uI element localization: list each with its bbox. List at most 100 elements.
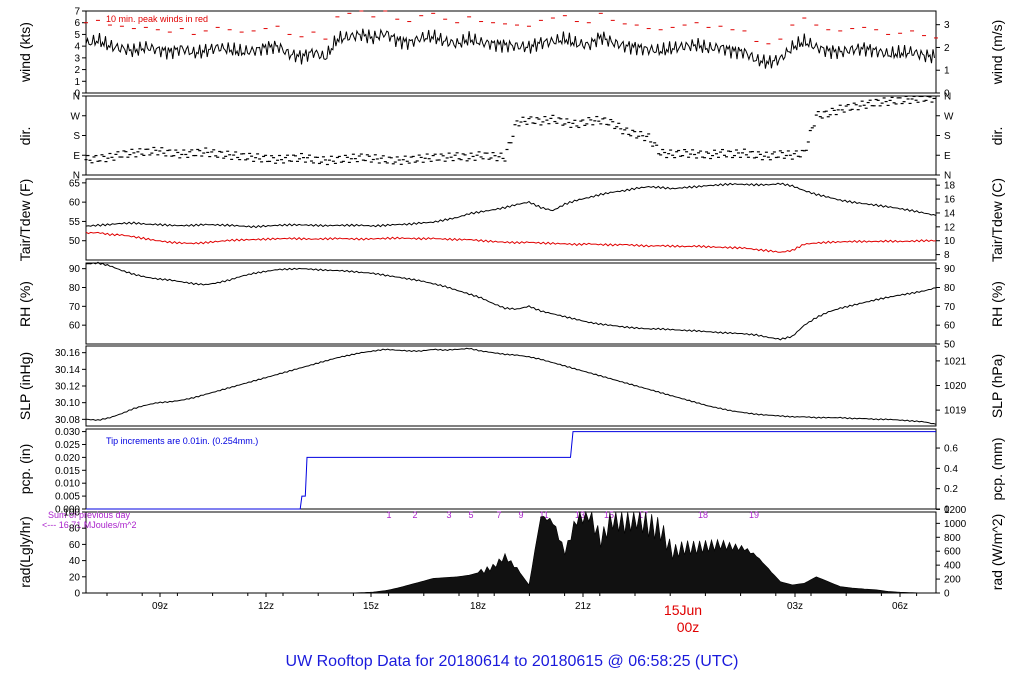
- slp-panel: SLP (inHg) SLP (hPa) 30.08 30.10 30.12 30.1…: [17, 345, 1005, 427]
- y-tick-label: N: [944, 92, 951, 103]
- y-tick-label: 1020: [944, 381, 967, 392]
- page-title: UW Rooftop Data for 20180614 to 20180615…: [286, 653, 739, 670]
- y-tick-label: 0.4: [944, 464, 958, 475]
- rh-ylabel-right: RH (%): [989, 281, 1005, 327]
- y-tick-label: N: [73, 92, 80, 103]
- y-tick-label: 3: [944, 20, 950, 31]
- y-tick-label: 70: [69, 302, 81, 313]
- rad-series-area: [86, 510, 936, 594]
- rad-annotation-1: Sum of previous day: [48, 510, 131, 520]
- y-tick-label: 0.015: [55, 466, 80, 477]
- y-tick-label: 1021: [944, 356, 967, 367]
- rad-hour-label: 17: [638, 510, 648, 520]
- rh-frame: [85, 262, 937, 345]
- y-tick-label: 6: [74, 18, 80, 29]
- x-tick-label: 09z: [152, 601, 168, 612]
- y-tick-label: 7: [74, 7, 80, 18]
- y-tick-label: 90: [944, 264, 956, 275]
- x-tick-label: 12z: [258, 601, 274, 612]
- y-tick-label: E: [944, 151, 951, 162]
- rh-series-line: [85, 261, 937, 341]
- x-tick-label: 18z: [470, 601, 486, 612]
- y-tick-label: 400: [944, 561, 961, 572]
- slp-ylabel-right: SLP (hPa): [989, 354, 1005, 418]
- y-tick-label: 0.020: [55, 453, 80, 464]
- slp-series-line: [85, 347, 937, 425]
- y-tick-label: 0: [74, 589, 80, 600]
- y-tick-label: 1200: [944, 505, 967, 516]
- y-tick-label: 600: [944, 547, 961, 558]
- x-tick-label: 03z: [787, 601, 803, 612]
- y-tick-label: 18: [944, 181, 956, 192]
- wind-ylabel: wind (kts): [17, 22, 33, 83]
- rad-hour-label: 7: [496, 510, 501, 520]
- rad-hour-label: 9: [518, 510, 523, 520]
- y-tick-label: 0.025: [55, 440, 80, 451]
- dir-ylabel-right: dir.: [989, 127, 1005, 146]
- rad-hour-label: 11: [539, 510, 548, 520]
- x-tick-label: 15z: [363, 601, 379, 612]
- wind-annotation: 10 min. peak winds in red: [106, 14, 208, 24]
- y-tick-label: 16: [944, 195, 956, 206]
- temp-panel: Tair/Tdew (F) Tair/Tdew (C) 50 55 60 65 8 10 1…: [17, 178, 1005, 262]
- y-tick-label: 2: [944, 43, 950, 54]
- y-tick-label: 1: [944, 66, 950, 77]
- y-tick-label: 0.000: [55, 505, 80, 516]
- y-tick-label: 2: [74, 65, 80, 76]
- temp-series-line: [85, 182, 937, 229]
- y-tick-label: 30.08: [55, 415, 80, 426]
- pcp-annotation: Tip increments are 0.01in. (0.254mm.): [106, 436, 258, 446]
- y-tick-label: N: [944, 171, 951, 182]
- y-tick-label: 1000: [944, 519, 967, 530]
- rh-ylabel: RH (%): [17, 281, 33, 327]
- y-tick-label: 70: [944, 302, 956, 313]
- y-tick-label: 200: [944, 575, 961, 586]
- wind-frame: [85, 10, 937, 94]
- y-tick-label: 0: [74, 89, 80, 100]
- rad-hour-label: 18: [698, 510, 708, 520]
- y-tick-label: 60: [69, 321, 81, 332]
- pcp-panel: pcp. (in) pcp. (mm) Tip increments are 0…: [17, 427, 1005, 515]
- y-tick-label: 14: [944, 208, 956, 219]
- wind-ylabel-right: wind (m/s): [989, 20, 1005, 86]
- date-label: 15Jun: [664, 602, 702, 618]
- wind-series-line: [85, 28, 935, 69]
- rad-hour-label: 19: [749, 510, 759, 520]
- y-tick-label: S: [944, 131, 951, 142]
- y-tick-label: 0: [944, 89, 950, 100]
- y-tick-label: 4: [74, 42, 80, 53]
- y-tick-label: 30.12: [55, 382, 80, 393]
- y-tick-label: 10: [944, 236, 956, 247]
- rad-hour-label: 3: [446, 510, 451, 520]
- y-tick-label: 0.6: [944, 444, 958, 455]
- y-tick-label: 40: [69, 556, 81, 567]
- y-tick-label: 60: [944, 321, 956, 332]
- y-tick-label: 30.16: [55, 348, 80, 359]
- y-tick-label: 3: [74, 53, 80, 64]
- y-tick-label: 50: [69, 236, 81, 247]
- y-tick-label: 50: [944, 340, 956, 351]
- pcp-ylabel: pcp. (in): [17, 444, 33, 495]
- time-axis: 09z 12z 15z 18z 21z 03z 06z: [106, 593, 918, 612]
- y-tick-label: N: [73, 171, 80, 182]
- y-tick-label: 55: [69, 217, 81, 228]
- y-tick-label: 12: [944, 222, 956, 233]
- y-tick-label: W: [944, 111, 954, 122]
- y-tick-label: 20: [69, 572, 81, 583]
- y-tick-label: 80: [69, 283, 81, 294]
- y-tick-label: 1019: [944, 406, 967, 417]
- temp-frame: [85, 178, 937, 261]
- dir-ylabel: dir.: [17, 127, 33, 146]
- temp-ylabel-right: Tair/Tdew (C): [989, 178, 1005, 262]
- y-tick-label: S: [73, 131, 80, 142]
- rad-ylabel: rad(Lgly/hr): [17, 516, 33, 588]
- y-tick-label: 5: [74, 30, 80, 41]
- y-tick-label: E: [73, 151, 80, 162]
- y-tick-label: 0: [944, 589, 950, 600]
- y-tick-label: 0.005: [55, 492, 80, 503]
- y-tick-label: 800: [944, 533, 961, 544]
- y-tick-label: 60: [69, 198, 81, 209]
- y-tick-label: 8: [944, 250, 950, 261]
- y-tick-label: 90: [69, 264, 81, 275]
- y-tick-label: 0.030: [55, 427, 80, 438]
